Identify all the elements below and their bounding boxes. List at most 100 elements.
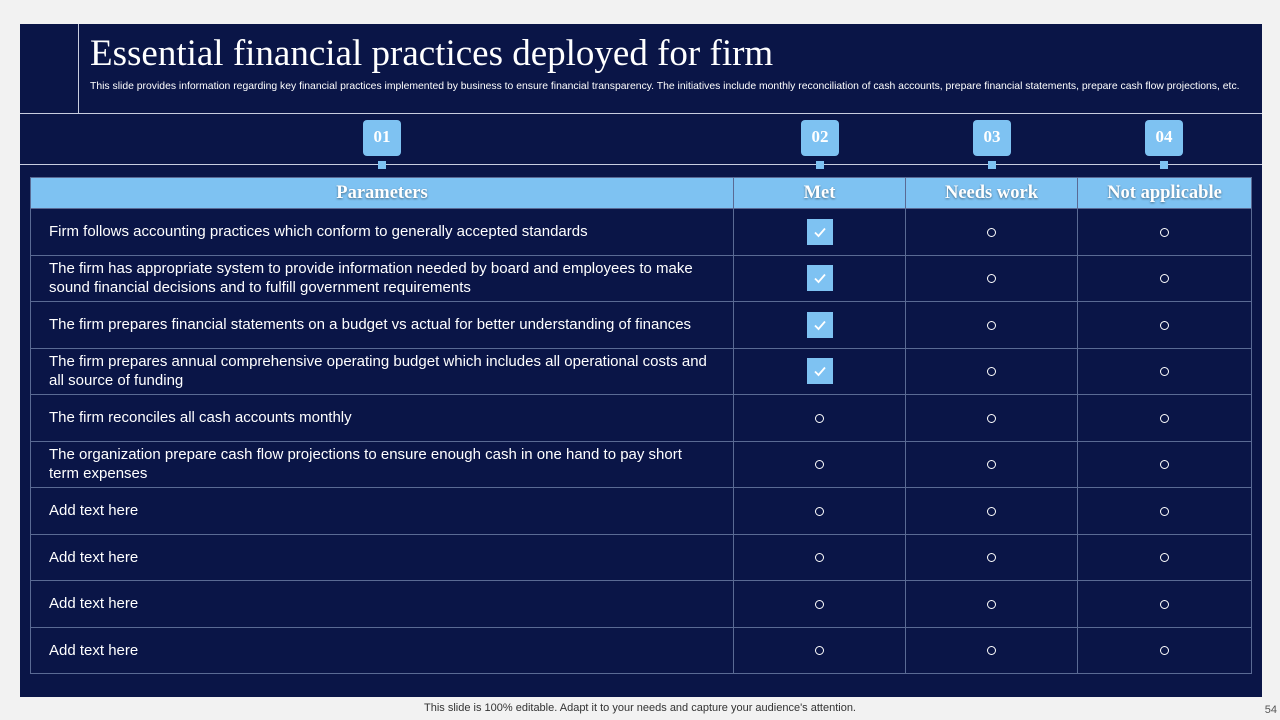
column-header-needs-work: Needs work bbox=[905, 177, 1078, 209]
met-cell bbox=[733, 208, 906, 256]
not-applicable-cell bbox=[1077, 208, 1252, 256]
title-divider bbox=[20, 113, 1262, 114]
table-row: Add text here bbox=[30, 487, 1252, 535]
met-cell bbox=[733, 347, 906, 395]
empty-circle-icon bbox=[987, 646, 996, 656]
met-cell bbox=[733, 533, 906, 581]
badge-04: 04 bbox=[1145, 120, 1183, 156]
empty-circle-icon bbox=[1160, 460, 1169, 470]
badge-01-tick bbox=[378, 161, 386, 169]
page-number: 54 bbox=[1264, 704, 1277, 716]
table-body: Firm follows accounting practices which … bbox=[30, 208, 1252, 674]
empty-circle-icon bbox=[1160, 553, 1169, 563]
met-cell bbox=[733, 394, 906, 442]
not-applicable-cell bbox=[1077, 580, 1252, 628]
table-row: The firm reconciles all cash accounts mo… bbox=[30, 394, 1252, 442]
parameter-cell: Add text here bbox=[30, 626, 734, 674]
badge-04-tick bbox=[1160, 161, 1168, 169]
empty-circle-icon bbox=[1160, 506, 1169, 516]
needs-work-cell bbox=[905, 487, 1078, 535]
not-applicable-cell bbox=[1077, 626, 1252, 674]
not-applicable-cell bbox=[1077, 347, 1252, 395]
table-row: The firm prepares annual comprehensive o… bbox=[30, 347, 1252, 395]
empty-circle-icon bbox=[1160, 320, 1169, 330]
parameter-cell: Add text here bbox=[30, 580, 734, 628]
met-cell bbox=[733, 440, 906, 488]
checkbox-checked-icon bbox=[806, 218, 833, 245]
title-accent-block bbox=[20, 24, 79, 113]
met-cell bbox=[733, 626, 906, 674]
column-header-not-applicable: Not applicable bbox=[1077, 177, 1252, 209]
not-applicable-cell bbox=[1077, 533, 1252, 581]
empty-circle-icon bbox=[815, 553, 824, 563]
empty-circle-icon bbox=[1160, 367, 1169, 377]
not-applicable-cell bbox=[1077, 301, 1252, 349]
badge-03-tick bbox=[988, 161, 996, 169]
empty-circle-icon bbox=[987, 274, 996, 284]
needs-work-cell bbox=[905, 394, 1078, 442]
page-title: Essential financial practices deployed f… bbox=[90, 33, 774, 74]
empty-circle-icon bbox=[815, 506, 824, 516]
needs-work-cell bbox=[905, 580, 1078, 628]
table-row: The firm prepares financial statements o… bbox=[30, 301, 1252, 349]
empty-circle-icon bbox=[987, 367, 996, 377]
empty-circle-icon bbox=[1160, 646, 1169, 656]
page-subtitle: This slide provides information regardin… bbox=[90, 81, 1240, 92]
empty-circle-icon bbox=[815, 599, 824, 609]
empty-circle-icon bbox=[987, 553, 996, 563]
needs-work-cell bbox=[905, 208, 1078, 256]
empty-circle-icon bbox=[1160, 599, 1169, 609]
needs-work-cell bbox=[905, 440, 1078, 488]
not-applicable-cell bbox=[1077, 394, 1252, 442]
empty-circle-icon bbox=[987, 227, 996, 237]
badge-03: 03 bbox=[973, 120, 1011, 156]
table-row: Add text here bbox=[30, 580, 1252, 628]
table-row: Firm follows accounting practices which … bbox=[30, 208, 1252, 256]
table-row: The organization prepare cash flow proje… bbox=[30, 440, 1252, 488]
needs-work-cell bbox=[905, 254, 1078, 302]
badge-baseline bbox=[20, 164, 1262, 165]
empty-circle-icon bbox=[815, 460, 824, 470]
empty-circle-icon bbox=[987, 320, 996, 330]
checkbox-checked-icon bbox=[806, 358, 833, 385]
empty-circle-icon bbox=[815, 413, 824, 423]
parameter-cell: Add text here bbox=[30, 487, 734, 535]
badge-02-tick bbox=[816, 161, 824, 169]
met-cell bbox=[733, 487, 906, 535]
needs-work-cell bbox=[905, 626, 1078, 674]
empty-circle-icon bbox=[1160, 227, 1169, 237]
parameter-cell: The firm has appropriate system to provi… bbox=[30, 254, 734, 302]
parameter-cell: Firm follows accounting practices which … bbox=[30, 208, 734, 256]
empty-circle-icon bbox=[1160, 274, 1169, 284]
column-header-parameters: Parameters bbox=[30, 177, 734, 209]
table-header-row: Parameters Met Needs work Not applicable bbox=[30, 177, 1252, 209]
empty-circle-icon bbox=[815, 646, 824, 656]
met-cell bbox=[733, 580, 906, 628]
met-cell bbox=[733, 254, 906, 302]
checkbox-checked-icon bbox=[806, 265, 833, 292]
needs-work-cell bbox=[905, 301, 1078, 349]
needs-work-cell bbox=[905, 347, 1078, 395]
badge-01: 01 bbox=[363, 120, 401, 156]
empty-circle-icon bbox=[1160, 413, 1169, 423]
parameter-cell: The firm prepares financial statements o… bbox=[30, 301, 734, 349]
table-row: The firm has appropriate system to provi… bbox=[30, 254, 1252, 302]
parameter-cell: The firm prepares annual comprehensive o… bbox=[30, 347, 734, 395]
footer-note: This slide is 100% editable. Adapt it to… bbox=[424, 702, 856, 714]
parameter-cell: Add text here bbox=[30, 533, 734, 581]
column-header-met: Met bbox=[733, 177, 906, 209]
empty-circle-icon bbox=[987, 460, 996, 470]
table-row: Add text here bbox=[30, 626, 1252, 674]
not-applicable-cell bbox=[1077, 440, 1252, 488]
empty-circle-icon bbox=[987, 506, 996, 516]
empty-circle-icon bbox=[987, 413, 996, 423]
empty-circle-icon bbox=[987, 599, 996, 609]
not-applicable-cell bbox=[1077, 254, 1252, 302]
checkbox-checked-icon bbox=[806, 311, 833, 338]
slide: Essential financial practices deployed f… bbox=[20, 24, 1262, 697]
practices-table: Parameters Met Needs work Not applicable… bbox=[30, 177, 1252, 674]
parameter-cell: The organization prepare cash flow proje… bbox=[30, 440, 734, 488]
met-cell bbox=[733, 301, 906, 349]
not-applicable-cell bbox=[1077, 487, 1252, 535]
table-row: Add text here bbox=[30, 533, 1252, 581]
